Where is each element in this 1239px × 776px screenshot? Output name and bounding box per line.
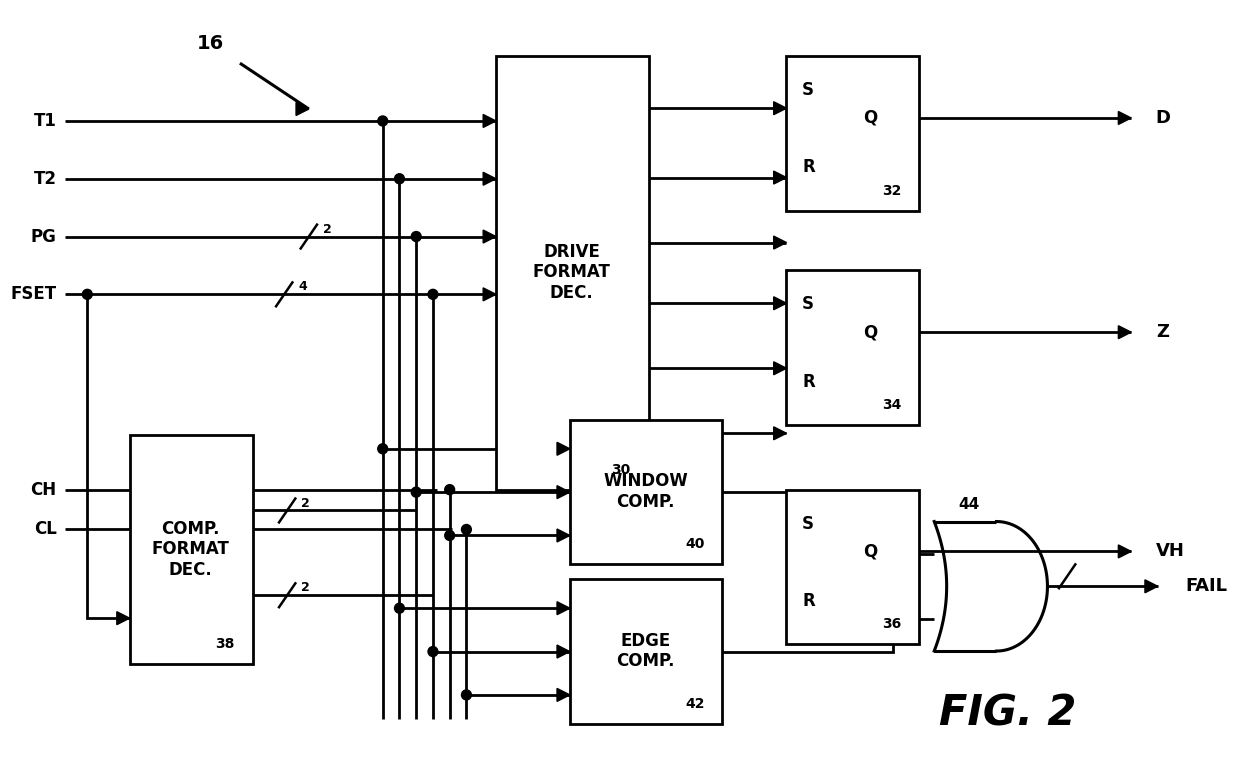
Text: R: R: [802, 158, 815, 176]
Polygon shape: [773, 362, 787, 375]
Text: 36: 36: [882, 617, 902, 631]
Text: 34: 34: [882, 398, 902, 412]
Text: R: R: [802, 592, 815, 610]
Text: D: D: [1156, 109, 1171, 127]
Circle shape: [394, 174, 404, 184]
Text: Q: Q: [864, 542, 878, 560]
Polygon shape: [1119, 112, 1131, 124]
Text: 2: 2: [322, 223, 331, 236]
Text: CL: CL: [33, 521, 57, 539]
Polygon shape: [773, 171, 787, 184]
Circle shape: [445, 531, 455, 540]
Circle shape: [427, 646, 437, 656]
Text: FIG. 2: FIG. 2: [939, 693, 1077, 735]
Text: S: S: [802, 296, 814, 314]
Text: 40: 40: [685, 538, 705, 552]
Polygon shape: [483, 115, 496, 127]
Polygon shape: [558, 601, 570, 615]
Polygon shape: [773, 102, 787, 115]
Circle shape: [445, 485, 455, 494]
Circle shape: [82, 289, 92, 300]
Bar: [570, 420, 722, 564]
Polygon shape: [1145, 580, 1157, 593]
Text: S: S: [802, 514, 814, 532]
Text: T2: T2: [33, 170, 57, 188]
Text: 32: 32: [882, 184, 902, 198]
Text: VH: VH: [1156, 542, 1184, 560]
Text: EDGE
COMP.: EDGE COMP.: [617, 632, 675, 670]
Bar: [787, 270, 919, 425]
Text: FSET: FSET: [11, 286, 57, 303]
Text: Q: Q: [864, 323, 878, 341]
Text: CH: CH: [31, 480, 57, 499]
Text: Q: Q: [864, 109, 878, 127]
Text: 38: 38: [216, 637, 235, 651]
Text: 44: 44: [958, 497, 979, 512]
Polygon shape: [773, 427, 787, 440]
Bar: [570, 580, 722, 724]
Text: 2: 2: [301, 497, 310, 510]
Bar: [130, 435, 253, 664]
Polygon shape: [116, 611, 130, 625]
Text: Z: Z: [1156, 323, 1168, 341]
Polygon shape: [1119, 326, 1131, 338]
Text: S: S: [802, 81, 814, 99]
Text: FAIL: FAIL: [1186, 577, 1228, 595]
Circle shape: [411, 487, 421, 497]
Circle shape: [461, 525, 471, 535]
Text: 4: 4: [299, 280, 307, 293]
Polygon shape: [558, 442, 570, 456]
Polygon shape: [773, 236, 787, 249]
Polygon shape: [483, 230, 496, 243]
Polygon shape: [483, 288, 496, 301]
Polygon shape: [558, 645, 570, 658]
Bar: [787, 56, 919, 210]
Bar: [496, 56, 648, 490]
Circle shape: [427, 289, 437, 300]
Bar: [787, 490, 919, 644]
Circle shape: [411, 231, 421, 241]
Polygon shape: [773, 296, 787, 310]
Circle shape: [378, 116, 388, 126]
Text: PG: PG: [31, 227, 57, 245]
Polygon shape: [483, 172, 496, 185]
Circle shape: [461, 690, 471, 700]
Text: DRIVE
FORMAT
DEC.: DRIVE FORMAT DEC.: [533, 243, 611, 302]
Circle shape: [394, 603, 404, 613]
Polygon shape: [1119, 545, 1131, 558]
Text: WINDOW
COMP.: WINDOW COMP.: [603, 473, 688, 511]
Circle shape: [378, 444, 388, 454]
Polygon shape: [558, 486, 570, 499]
Text: R: R: [802, 372, 815, 390]
Text: T1: T1: [33, 112, 57, 130]
Polygon shape: [558, 529, 570, 542]
Text: COMP.
FORMAT
DEC.: COMP. FORMAT DEC.: [151, 520, 229, 579]
Polygon shape: [296, 102, 309, 116]
Text: 16: 16: [197, 33, 224, 53]
Text: 42: 42: [685, 697, 705, 711]
Polygon shape: [558, 688, 570, 702]
Text: 30: 30: [611, 462, 631, 476]
Text: 2: 2: [301, 581, 310, 594]
